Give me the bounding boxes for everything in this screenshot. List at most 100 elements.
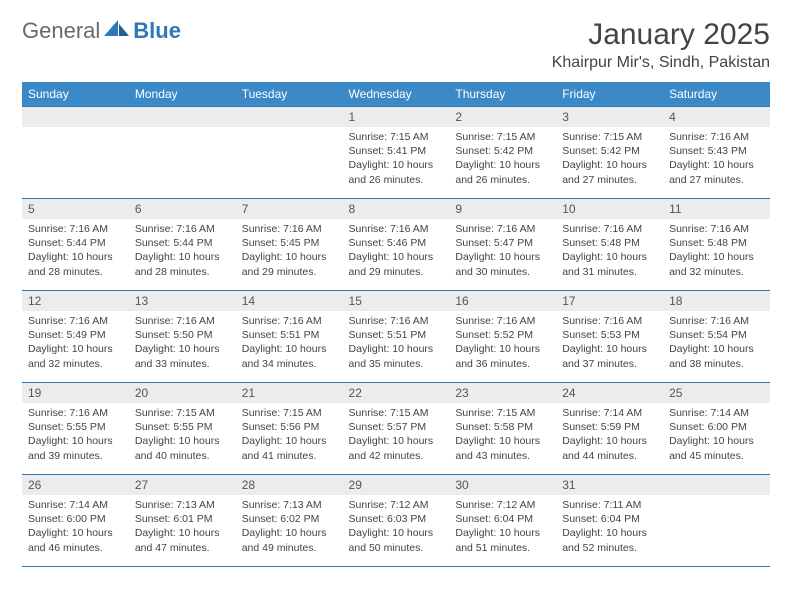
weekday-header: Sunday [22,82,129,107]
calendar-day-cell: 20Sunrise: 7:15 AMSunset: 5:55 PMDayligh… [129,383,236,475]
day-sr: Sunrise: 7:15 AM [349,130,444,144]
day-details: Sunrise: 7:16 AMSunset: 5:51 PMDaylight:… [343,311,450,375]
day-details: Sunrise: 7:13 AMSunset: 6:01 PMDaylight:… [129,495,236,559]
day-number: 30 [449,475,556,495]
day-details: Sunrise: 7:14 AMSunset: 6:00 PMDaylight:… [22,495,129,559]
day-ss: Sunset: 5:56 PM [242,420,337,434]
day-d1: Daylight: 10 hours [349,250,444,264]
calendar-day-cell: 8Sunrise: 7:16 AMSunset: 5:46 PMDaylight… [343,199,450,291]
day-details: Sunrise: 7:11 AMSunset: 6:04 PMDaylight:… [556,495,663,559]
day-d2: and 41 minutes. [242,449,337,463]
day-d2: and 49 minutes. [242,541,337,555]
day-d2: and 35 minutes. [349,357,444,371]
day-ss: Sunset: 5:53 PM [562,328,657,342]
day-d2: and 37 minutes. [562,357,657,371]
calendar-table: SundayMondayTuesdayWednesdayThursdayFrid… [22,82,770,567]
day-details: Sunrise: 7:16 AMSunset: 5:48 PMDaylight:… [663,219,770,283]
day-d1: Daylight: 10 hours [349,158,444,172]
day-d2: and 28 minutes. [135,265,230,279]
day-number: 3 [556,107,663,127]
day-d1: Daylight: 10 hours [242,342,337,356]
calendar-day-cell: 9Sunrise: 7:16 AMSunset: 5:47 PMDaylight… [449,199,556,291]
day-d2: and 47 minutes. [135,541,230,555]
day-d1: Daylight: 10 hours [28,250,123,264]
day-d2: and 51 minutes. [455,541,550,555]
calendar-week-row: 1Sunrise: 7:15 AMSunset: 5:41 PMDaylight… [22,107,770,199]
calendar-day-cell: 6Sunrise: 7:16 AMSunset: 5:44 PMDaylight… [129,199,236,291]
day-sr: Sunrise: 7:16 AM [455,314,550,328]
calendar-day-cell: 5Sunrise: 7:16 AMSunset: 5:44 PMDaylight… [22,199,129,291]
day-d1: Daylight: 10 hours [135,250,230,264]
day-number: 29 [343,475,450,495]
day-number: 12 [22,291,129,311]
calendar-day-cell: 4Sunrise: 7:16 AMSunset: 5:43 PMDaylight… [663,107,770,199]
calendar-day-cell: 25Sunrise: 7:14 AMSunset: 6:00 PMDayligh… [663,383,770,475]
day-details: Sunrise: 7:16 AMSunset: 5:54 PMDaylight:… [663,311,770,375]
day-d1: Daylight: 10 hours [242,526,337,540]
day-sr: Sunrise: 7:11 AM [562,498,657,512]
day-sr: Sunrise: 7:15 AM [349,406,444,420]
calendar-day-cell: 7Sunrise: 7:16 AMSunset: 5:45 PMDaylight… [236,199,343,291]
day-sr: Sunrise: 7:14 AM [28,498,123,512]
day-ss: Sunset: 5:52 PM [455,328,550,342]
day-d1: Daylight: 10 hours [135,526,230,540]
calendar-week-row: 12Sunrise: 7:16 AMSunset: 5:49 PMDayligh… [22,291,770,383]
day-ss: Sunset: 5:45 PM [242,236,337,250]
calendar-day-cell: 21Sunrise: 7:15 AMSunset: 5:56 PMDayligh… [236,383,343,475]
day-ss: Sunset: 5:51 PM [349,328,444,342]
day-d1: Daylight: 10 hours [349,342,444,356]
day-sr: Sunrise: 7:13 AM [135,498,230,512]
day-number: 28 [236,475,343,495]
day-d1: Daylight: 10 hours [455,342,550,356]
day-ss: Sunset: 5:58 PM [455,420,550,434]
calendar-empty-cell [129,107,236,199]
day-d2: and 30 minutes. [455,265,550,279]
calendar-empty-cell [236,107,343,199]
day-d2: and 27 minutes. [669,173,764,187]
location-subtitle: Khairpur Mir's, Sindh, Pakistan [552,54,770,72]
day-details: Sunrise: 7:16 AMSunset: 5:53 PMDaylight:… [556,311,663,375]
day-sr: Sunrise: 7:16 AM [669,130,764,144]
calendar-day-cell: 19Sunrise: 7:16 AMSunset: 5:55 PMDayligh… [22,383,129,475]
calendar-day-cell: 3Sunrise: 7:15 AMSunset: 5:42 PMDaylight… [556,107,663,199]
day-d1: Daylight: 10 hours [669,342,764,356]
page-title: January 2025 [552,18,770,52]
day-d2: and 32 minutes. [28,357,123,371]
day-d1: Daylight: 10 hours [669,434,764,448]
day-d2: and 33 minutes. [135,357,230,371]
day-ss: Sunset: 5:44 PM [28,236,123,250]
calendar-day-cell: 12Sunrise: 7:16 AMSunset: 5:49 PMDayligh… [22,291,129,383]
weekday-header: Thursday [449,82,556,107]
day-number-empty [236,107,343,127]
logo-sail-icon [104,20,130,38]
day-d1: Daylight: 10 hours [669,250,764,264]
day-d2: and 26 minutes. [349,173,444,187]
day-ss: Sunset: 5:55 PM [28,420,123,434]
day-number: 6 [129,199,236,219]
calendar-day-cell: 27Sunrise: 7:13 AMSunset: 6:01 PMDayligh… [129,475,236,567]
day-details: Sunrise: 7:16 AMSunset: 5:50 PMDaylight:… [129,311,236,375]
calendar-day-cell: 2Sunrise: 7:15 AMSunset: 5:42 PMDaylight… [449,107,556,199]
day-d2: and 45 minutes. [669,449,764,463]
day-details: Sunrise: 7:15 AMSunset: 5:56 PMDaylight:… [236,403,343,467]
day-details: Sunrise: 7:16 AMSunset: 5:49 PMDaylight:… [22,311,129,375]
day-ss: Sunset: 6:00 PM [28,512,123,526]
day-d2: and 43 minutes. [455,449,550,463]
calendar-day-cell: 30Sunrise: 7:12 AMSunset: 6:04 PMDayligh… [449,475,556,567]
day-details: Sunrise: 7:13 AMSunset: 6:02 PMDaylight:… [236,495,343,559]
day-sr: Sunrise: 7:16 AM [135,314,230,328]
day-details: Sunrise: 7:16 AMSunset: 5:51 PMDaylight:… [236,311,343,375]
calendar-week-row: 26Sunrise: 7:14 AMSunset: 6:00 PMDayligh… [22,475,770,567]
day-d1: Daylight: 10 hours [669,158,764,172]
day-sr: Sunrise: 7:15 AM [455,406,550,420]
day-number: 5 [22,199,129,219]
title-block: January 2025 Khairpur Mir's, Sindh, Paki… [552,18,770,72]
day-ss: Sunset: 5:48 PM [669,236,764,250]
logo-word-general: General [22,18,100,44]
day-sr: Sunrise: 7:16 AM [242,314,337,328]
calendar-day-cell: 23Sunrise: 7:15 AMSunset: 5:58 PMDayligh… [449,383,556,475]
day-d1: Daylight: 10 hours [28,434,123,448]
day-details: Sunrise: 7:14 AMSunset: 6:00 PMDaylight:… [663,403,770,467]
day-ss: Sunset: 6:03 PM [349,512,444,526]
day-d2: and 40 minutes. [135,449,230,463]
